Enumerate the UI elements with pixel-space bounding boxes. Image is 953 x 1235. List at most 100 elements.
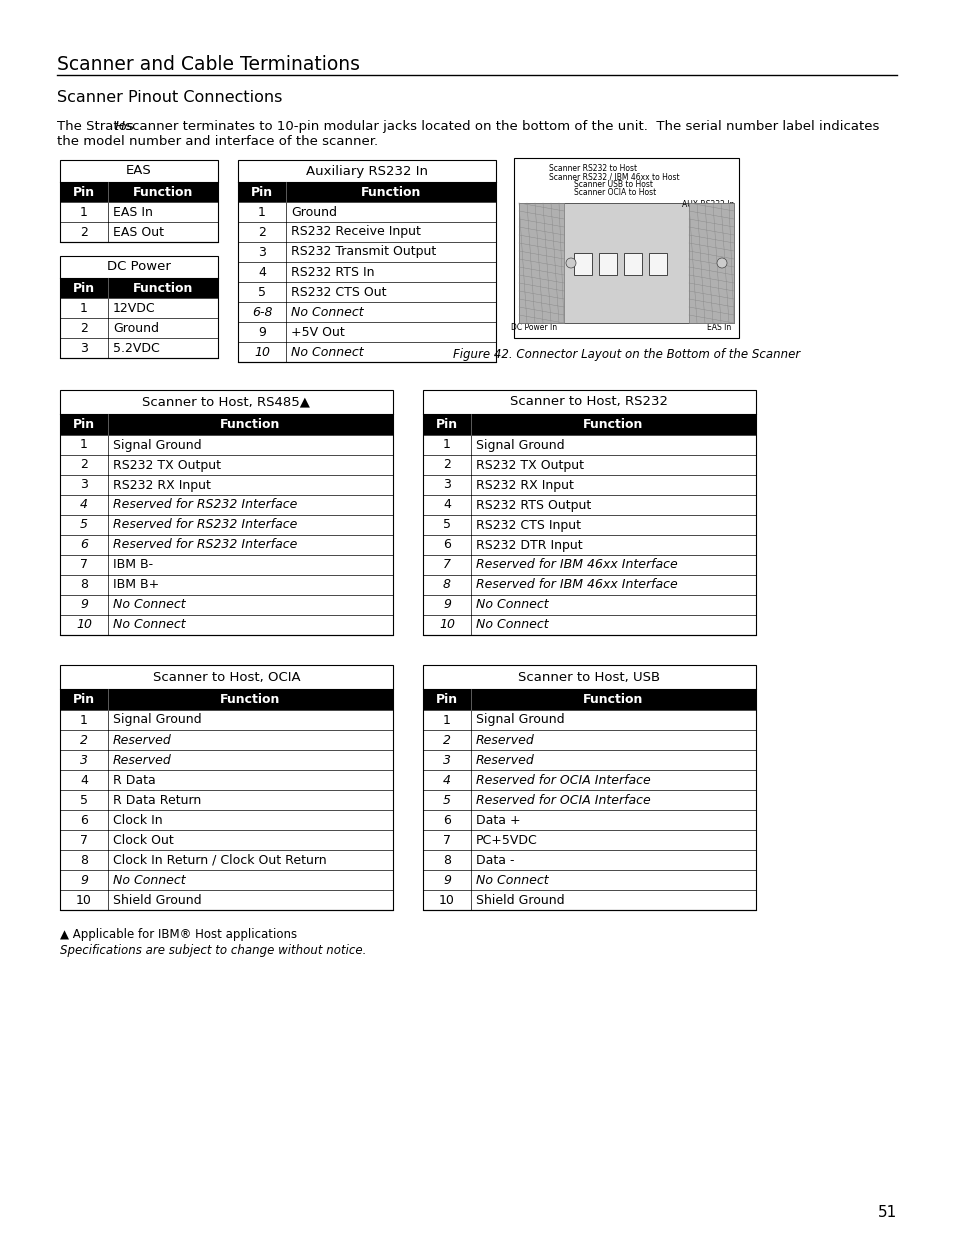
Text: Pin: Pin	[72, 185, 95, 199]
Text: Scanner USB to Host: Scanner USB to Host	[574, 180, 652, 189]
Text: 6: 6	[442, 814, 451, 826]
Bar	[237, 161, 496, 362]
Circle shape	[565, 258, 576, 268]
Text: Function: Function	[132, 185, 193, 199]
Text: AUX RS232 In: AUX RS232 In	[680, 200, 733, 209]
Bar	[422, 664, 755, 910]
Text: No Connect: No Connect	[476, 873, 548, 887]
Text: Reserved for OCIA Interface: Reserved for OCIA Interface	[476, 773, 650, 787]
Text: scanner terminates to 10-pin modular jacks located on the bottom of the unit.  T: scanner terminates to 10-pin modular jac…	[121, 120, 879, 133]
Text: 1: 1	[80, 438, 88, 452]
Bar	[237, 182, 496, 203]
Text: No Connect: No Connect	[291, 305, 363, 319]
Text: 7: 7	[442, 834, 451, 846]
Text: Scanner Pinout Connections: Scanner Pinout Connections	[57, 90, 282, 105]
Text: Pin: Pin	[72, 417, 95, 431]
Text: Scanner RS232 to Host: Scanner RS232 to Host	[548, 164, 637, 173]
Text: RS232 RTS Output: RS232 RTS Output	[476, 499, 591, 511]
Text: RS232 Receive Input: RS232 Receive Input	[291, 226, 420, 238]
Text: DC Power: DC Power	[107, 261, 171, 273]
Text: Function: Function	[132, 282, 193, 294]
Text: Clock Out: Clock Out	[112, 834, 173, 846]
Text: 9: 9	[258, 326, 266, 338]
Text: 2: 2	[80, 226, 88, 238]
Text: 8: 8	[442, 853, 451, 867]
Text: Signal Ground: Signal Ground	[112, 438, 201, 452]
Text: 3: 3	[80, 342, 88, 354]
Text: 5: 5	[80, 519, 88, 531]
Bar	[514, 158, 739, 338]
Bar	[598, 253, 617, 275]
Bar	[60, 278, 218, 298]
Text: PC+5VDC: PC+5VDC	[476, 834, 537, 846]
Text: No Connect: No Connect	[112, 599, 186, 611]
Text: 9: 9	[442, 599, 451, 611]
Text: R Data Return: R Data Return	[112, 794, 201, 806]
Text: Reserved: Reserved	[112, 734, 172, 746]
Text: Scanner OCIA to Host: Scanner OCIA to Host	[574, 188, 656, 198]
Text: RS232 Transmit Output: RS232 Transmit Output	[291, 246, 436, 258]
Text: Scanner RS232 / IBM 46xx to Host: Scanner RS232 / IBM 46xx to Host	[548, 172, 679, 182]
Text: Function: Function	[360, 185, 420, 199]
Text: 6-8: 6-8	[252, 305, 272, 319]
Bar	[60, 390, 393, 635]
Text: Signal Ground: Signal Ground	[476, 438, 564, 452]
Bar	[422, 414, 755, 435]
Text: R Data: R Data	[112, 773, 155, 787]
Text: Reserved for IBM 46xx Interface: Reserved for IBM 46xx Interface	[476, 558, 677, 572]
Text: 2: 2	[258, 226, 266, 238]
Text: Function: Function	[220, 417, 280, 431]
Text: 6: 6	[80, 538, 88, 552]
Bar	[60, 256, 218, 358]
Text: 10: 10	[76, 893, 91, 906]
Bar	[574, 253, 592, 275]
Text: 9: 9	[80, 873, 88, 887]
Bar	[648, 253, 666, 275]
Text: 51: 51	[877, 1205, 896, 1220]
Text: 3: 3	[258, 246, 266, 258]
Text: Reserved for RS232 Interface: Reserved for RS232 Interface	[112, 519, 297, 531]
Text: 9: 9	[80, 599, 88, 611]
Text: RS232 TX Output: RS232 TX Output	[476, 458, 583, 472]
Text: Shield Ground: Shield Ground	[112, 893, 201, 906]
Text: Reserved: Reserved	[476, 753, 535, 767]
Text: Figure 42. Connector Layout on the Bottom of the Scanner: Figure 42. Connector Layout on the Botto…	[453, 348, 800, 361]
Text: EAS Out: EAS Out	[112, 226, 164, 238]
Text: RS232 CTS Input: RS232 CTS Input	[476, 519, 580, 531]
Bar	[60, 414, 393, 435]
Text: 2: 2	[80, 734, 88, 746]
Text: RS232 TX Output: RS232 TX Output	[112, 458, 221, 472]
Bar	[422, 390, 755, 635]
Text: RS232 CTS Out: RS232 CTS Out	[291, 285, 386, 299]
Text: 4: 4	[80, 773, 88, 787]
Text: Reserved for OCIA Interface: Reserved for OCIA Interface	[476, 794, 650, 806]
Text: 7: 7	[80, 834, 88, 846]
Text: 5: 5	[257, 285, 266, 299]
Text: RS232 RX Input: RS232 RX Input	[476, 478, 574, 492]
Text: 5: 5	[442, 519, 451, 531]
Bar	[60, 161, 218, 242]
Text: Ground: Ground	[112, 321, 159, 335]
Text: Signal Ground: Signal Ground	[112, 714, 201, 726]
Text: No Connect: No Connect	[476, 619, 548, 631]
Text: 10: 10	[438, 893, 455, 906]
Text: Ground: Ground	[291, 205, 336, 219]
Text: Function: Function	[582, 417, 643, 431]
Text: IBM B-: IBM B-	[112, 558, 153, 572]
Text: Pin: Pin	[436, 417, 457, 431]
Text: 5: 5	[80, 794, 88, 806]
Text: 10: 10	[253, 346, 270, 358]
Text: Clock In Return / Clock Out Return: Clock In Return / Clock Out Return	[112, 853, 326, 867]
Text: 2: 2	[80, 321, 88, 335]
Text: 7: 7	[442, 558, 451, 572]
Text: 4: 4	[80, 499, 88, 511]
Text: 1: 1	[442, 714, 451, 726]
Text: 5.2VDC: 5.2VDC	[112, 342, 159, 354]
Text: 9: 9	[442, 873, 451, 887]
Text: 2: 2	[442, 734, 451, 746]
Text: Specifications are subject to change without notice.: Specifications are subject to change wit…	[60, 944, 366, 957]
Text: Reserved: Reserved	[112, 753, 172, 767]
Text: RS232 RX Input: RS232 RX Input	[112, 478, 211, 492]
Bar	[688, 203, 733, 324]
Text: 6: 6	[80, 814, 88, 826]
